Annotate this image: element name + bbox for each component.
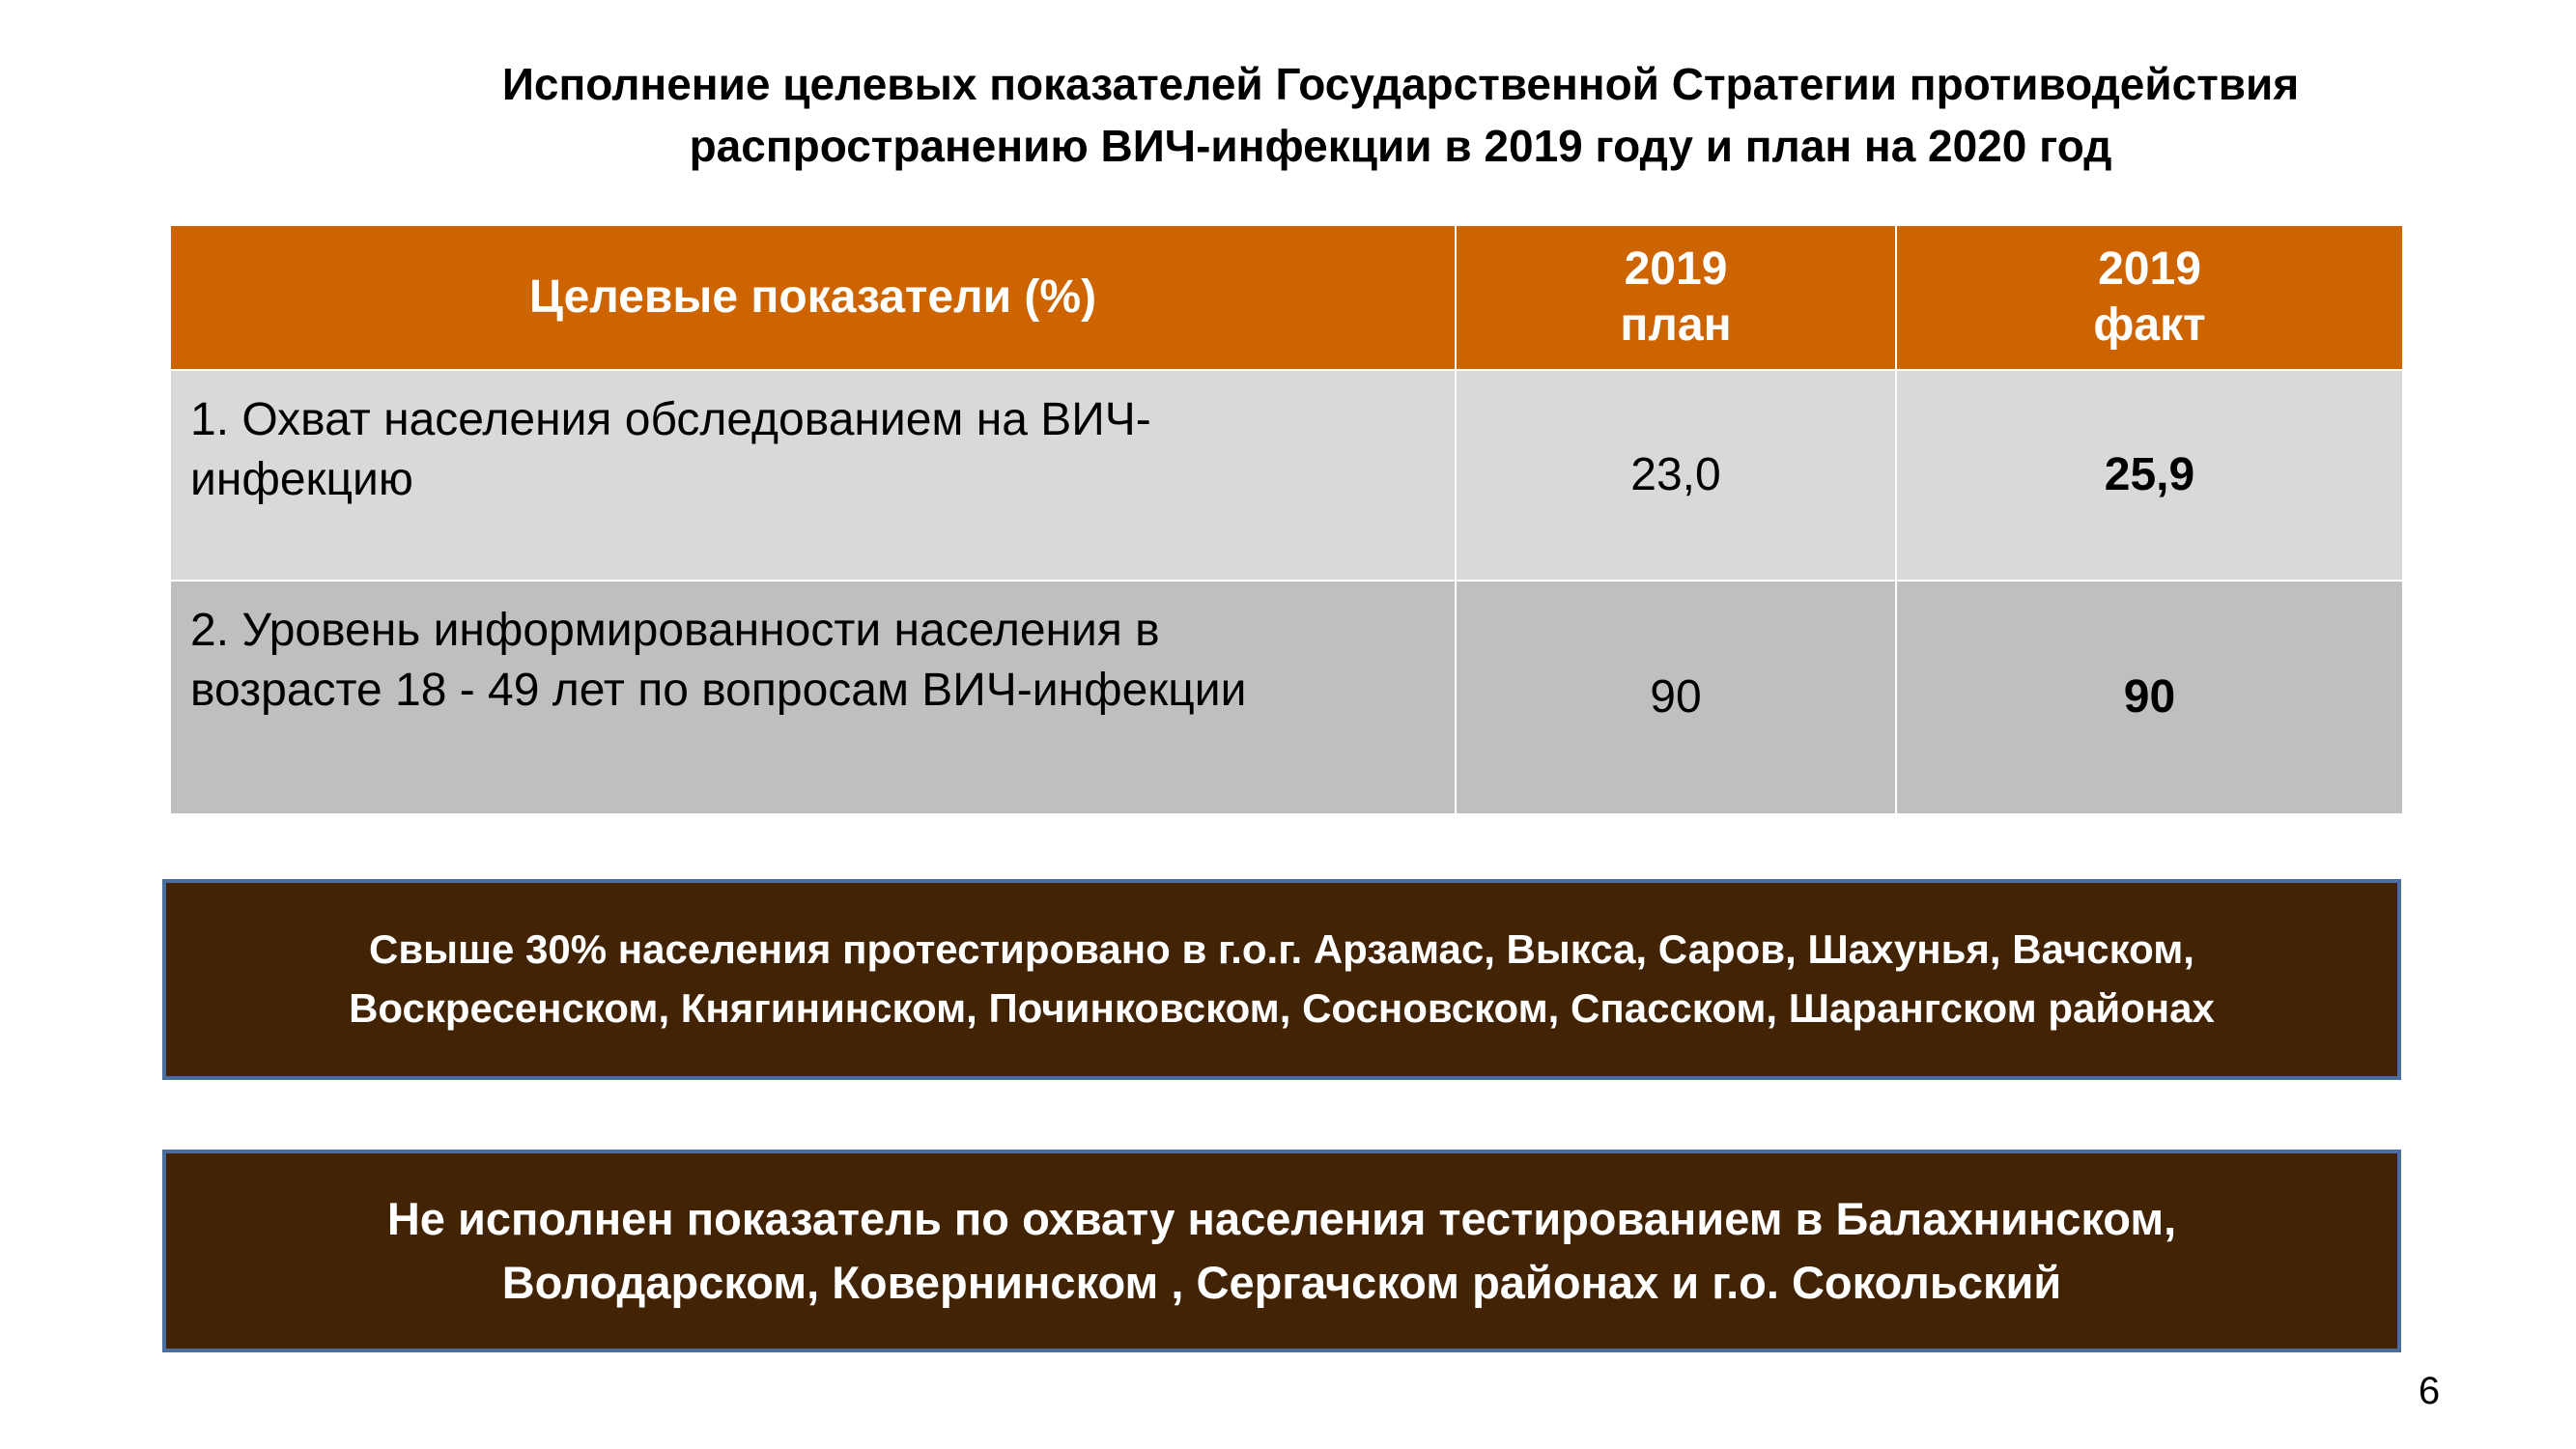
note-1-line-1: Свыше 30% населения протестировано в г.о… [369, 926, 2194, 973]
page-number: 6 [2418, 1370, 2441, 1412]
row-2-label-line-2: возрасте 18 - 49 лет по вопросам ВИЧ-инф… [190, 665, 1247, 717]
note-tested-regions: Свыше 30% населения протестировано в г.о… [162, 879, 2401, 1080]
row-1-fact-value: 25,9 [1895, 369, 2404, 582]
header-plan-2019: 2019 план [1455, 224, 1897, 371]
table-header-row: Целевые показатели (%) 2019 план 2019 фа… [169, 224, 2404, 371]
slide-title: Исполнение целевых показателей Государст… [386, 53, 2415, 178]
row-1-plan-value: 23,0 [1455, 369, 1897, 582]
indicators-table: Целевые показатели (%) 2019 план 2019 фа… [169, 224, 2404, 815]
header-plan-year: 2019 [1624, 243, 1728, 296]
row-1-indicator: 1. Охват населения обследованием на ВИЧ-… [169, 369, 1457, 582]
note-2-line-1: Не исполнен показатель по охвату населен… [386, 1193, 2177, 1245]
header-indicators: Целевые показатели (%) [169, 224, 1457, 371]
row-2-indicator: 2. Уровень информированности населения в… [169, 580, 1457, 815]
row-2-plan-value: 90 [1455, 580, 1897, 815]
slide-title-line-1: Исполнение целевых показателей Государст… [501, 59, 2300, 109]
table-row: 2. Уровень информированности населения в… [169, 580, 2404, 815]
header-fact-label: факт [2093, 299, 2206, 351]
row-1-label-line-1: 1. Охват населения обследованием на ВИЧ- [190, 394, 1151, 445]
slide-title-line-2: распространению ВИЧ-инфекции в 2019 году… [689, 121, 2112, 172]
header-fact-year: 2019 [2098, 243, 2201, 296]
table-row: 1. Охват населения обследованием на ВИЧ-… [169, 369, 2404, 582]
note-1-line-2: Воскресенском, Княгининском, Починковско… [349, 985, 2215, 1031]
row-2-fact-value: 90 [1895, 580, 2404, 815]
row-1-label-line-2: инфекцию [190, 454, 413, 506]
header-fact-2019: 2019 факт [1895, 224, 2404, 371]
header-plan-label: план [1620, 299, 1732, 351]
note-unfulfilled-regions: Не исполнен показатель по охвату населен… [162, 1150, 2401, 1352]
note-2-line-2: Володарском, Ковернинском , Сергачском р… [501, 1257, 2062, 1308]
row-2-label-line-1: 2. Уровень информированности населения в [190, 605, 1160, 656]
